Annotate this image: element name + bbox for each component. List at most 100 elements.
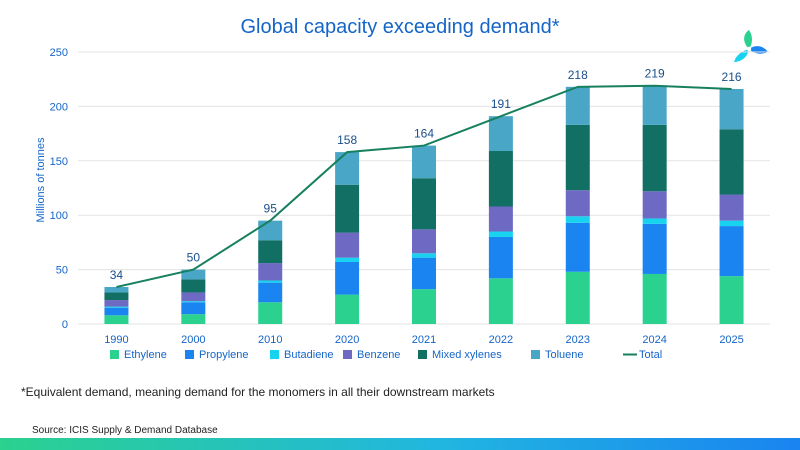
source-note: Source: ICIS Supply & Demand Database [32, 425, 218, 436]
bar-segment-butadiene [258, 280, 283, 283]
bar-stack-2021 [412, 145, 436, 324]
bar-stack-2010 [258, 220, 283, 324]
y-tick-label: 150 [50, 156, 68, 168]
legend-item-benzene: Benzene [343, 349, 400, 361]
bar-segment-toluene [488, 116, 513, 152]
total-data-label: 95 [264, 202, 278, 216]
bar-stack-2000 [181, 269, 206, 324]
x-tick-label: 2000 [181, 334, 205, 346]
bar-segment-mixed-xylenes [335, 184, 360, 233]
legend-swatch [343, 350, 352, 359]
bar-segment-toluene [258, 220, 283, 241]
bar-segment-mixed-xylenes [104, 292, 129, 301]
bar-segment-toluene [565, 86, 590, 125]
bar-segment-toluene [104, 287, 129, 293]
bar-segment-butadiene [719, 220, 744, 227]
bar-segment-ethylene [488, 278, 513, 324]
x-tick-label: 2025 [719, 334, 743, 346]
bar-segment-mixed-xylenes [565, 124, 590, 191]
bar-segment-butadiene [335, 257, 360, 262]
bar-segment-ethylene [412, 289, 436, 324]
bar-segment-propylene [181, 302, 206, 315]
total-data-label: 164 [414, 127, 434, 141]
y-axis-ticks: 0 50 100 150 200 250 [50, 47, 68, 331]
bar-segment-toluene [181, 269, 206, 280]
bar-segment-propylene [104, 307, 129, 316]
bar-stack-1990 [104, 287, 129, 324]
bar-stack-2024 [642, 85, 667, 324]
bar-segment-benzene [565, 190, 590, 217]
legend-item-ethylene: Ethylene [110, 349, 167, 361]
legend-item-total: Total [623, 349, 662, 361]
legend-label: Propylene [199, 349, 249, 361]
x-tick-label: 2021 [412, 334, 436, 346]
total-series-line [116, 84, 732, 288]
total-data-label: 158 [337, 133, 357, 147]
bar-segment-propylene [719, 226, 744, 277]
bar-segment-ethylene [642, 273, 667, 324]
x-tick-label: 2023 [566, 334, 590, 346]
legend-label: Mixed xylenes [432, 349, 502, 361]
bar-segment-mixed-xylenes [642, 124, 667, 192]
bar-segment-benzene [335, 232, 360, 258]
legend-item-toluene: Toluene [531, 349, 584, 361]
bar-segment-propylene [412, 257, 436, 290]
total-data-label: 34 [110, 268, 124, 282]
bar-segment-benzene [181, 292, 206, 302]
bar-stack-2020 [335, 152, 360, 324]
x-tick-label: 2024 [642, 334, 666, 346]
legend-item-mixed-xylenes: Mixed xylenes [418, 349, 502, 361]
bar-segment-toluene [335, 152, 360, 185]
total-data-label: 50 [187, 251, 201, 265]
legend-item-butadiene: Butadiene [270, 349, 334, 361]
bar-segment-benzene [258, 263, 283, 281]
bar-segment-mixed-xylenes [258, 240, 283, 264]
x-tick-label: 2020 [335, 334, 359, 346]
legend-label: Butadiene [284, 349, 334, 361]
total-data-label: 219 [645, 67, 665, 81]
legend-swatch [270, 350, 279, 359]
y-tick-label: 0 [62, 319, 68, 331]
total-line: 34 50 95 158 164 191 218 219 216 [110, 67, 742, 288]
x-axis-ticks: 1990 2000 2010 2020 2021 2022 2023 2024 2025 [104, 334, 744, 346]
y-axis-label: Millions of tonnes [35, 137, 47, 222]
bar-stack-2023 [565, 86, 590, 324]
bar-segment-butadiene [412, 253, 436, 258]
legend-item-propylene: Propylene [185, 349, 249, 361]
bar-segment-ethylene [565, 271, 590, 324]
bar-segment-ethylene [181, 314, 206, 324]
x-tick-label: 2022 [489, 334, 513, 346]
bar-segment-toluene [719, 88, 744, 130]
bar-segment-toluene [412, 145, 436, 179]
legend-swatch [110, 350, 119, 359]
bar-segment-benzene [488, 206, 513, 232]
bar-segment-benzene [642, 191, 667, 219]
bar-segment-propylene [642, 223, 667, 274]
total-data-label: 216 [722, 70, 742, 84]
bar-segment-propylene [335, 261, 360, 295]
bar-segment-toluene [642, 85, 667, 125]
legend-swatch [185, 350, 194, 359]
x-tick-label: 2010 [258, 334, 282, 346]
bar-segment-butadiene [104, 306, 129, 308]
bar-segment-benzene [412, 229, 436, 254]
bar-segment-butadiene [181, 301, 206, 303]
bar-stack-2025 [719, 88, 744, 324]
bar-segment-ethylene [335, 294, 360, 324]
bar-segment-ethylene [719, 276, 744, 324]
y-tick-label: 200 [50, 101, 68, 113]
bar-segment-mixed-xylenes [412, 178, 436, 230]
footnote: *Equivalent demand, meaning demand for t… [21, 385, 495, 399]
bar-segment-butadiene [565, 216, 590, 223]
stacked-bar-chart: 0 50 100 150 200 250 Millions of tonnes 34 50 9… [35, 47, 770, 361]
bar-segment-benzene [719, 194, 744, 221]
legend-label: Total [639, 349, 662, 361]
total-data-label: 191 [491, 97, 511, 111]
legend-label: Ethylene [124, 349, 167, 361]
x-tick-label: 1990 [104, 334, 128, 346]
bar-segment-propylene [488, 236, 513, 279]
legend-label: Benzene [357, 349, 400, 361]
bottom-accent-bar [0, 438, 800, 450]
bar-segment-ethylene [104, 315, 129, 324]
chart-title: Global capacity exceeding demand* [240, 16, 560, 38]
